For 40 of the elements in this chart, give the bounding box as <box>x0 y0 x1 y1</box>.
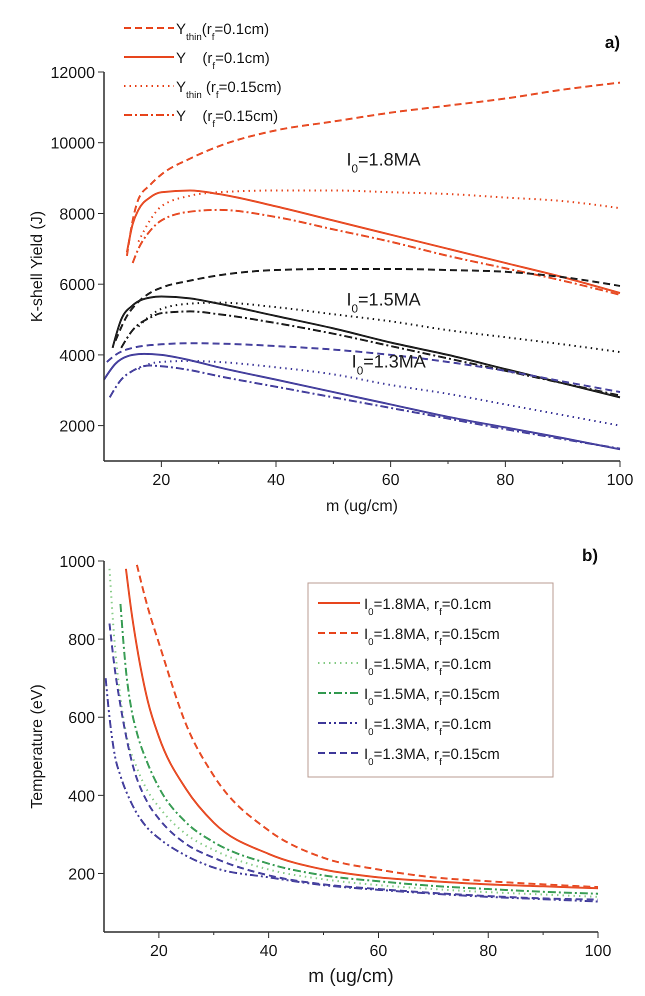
legend-label: Y (r$_{f}$=0.15cm) <box>176 108 278 130</box>
y-tick-label: 200 <box>68 866 96 884</box>
legend-label: Y (r$_{f}$=0.1cm) <box>176 50 270 72</box>
y-tick-label: 4000 <box>59 348 96 365</box>
legend-label: I$_{0}$=1.8MA, r$_{f}$=0.15cm <box>364 626 500 648</box>
x-tick-label: 40 <box>267 472 285 489</box>
legend-label: Y$_{thin}$(r$_{f}$=0.1cm) <box>176 21 270 42</box>
x-tick-label: 60 <box>370 943 388 960</box>
annotation: I$_{0}$=1.8MA <box>346 149 421 175</box>
y-tick-label: 2000 <box>59 418 96 436</box>
legend-label: I$_{0}$=1.3MA, r$_{f}$=0.15cm <box>364 746 500 768</box>
y-tick-label: 10000 <box>50 136 96 153</box>
x-axis-title: m (ug/cm) <box>326 498 398 515</box>
legend-label: I$_{0}$=1.5MA, r$_{f}$=0.15cm <box>364 686 500 708</box>
y-tick-label: 800 <box>68 632 96 650</box>
x-tick-label: 100 <box>606 472 634 489</box>
x-tick-label: 40 <box>260 943 278 960</box>
y-tick-label: 400 <box>68 788 96 806</box>
x-tick-label: 60 <box>382 472 400 489</box>
x-tick-label: 80 <box>479 943 498 960</box>
annotation: I$_{0}$=1.3MA <box>352 352 426 378</box>
legend-label: I$_{0}$=1.5MA, r$_{f}$=0.1cm <box>364 656 492 678</box>
y-axis-title: Temperature (eV) <box>29 684 46 809</box>
legend-label: Y$_{thin}$ (r$_{f}$=0.15cm) <box>176 79 282 100</box>
chart-title: a) <box>604 33 620 52</box>
chart-title: b) <box>582 546 598 565</box>
y-tick-label: 600 <box>68 710 96 728</box>
x-tick-label: 100 <box>584 943 612 960</box>
legend-label: I$_{0}$=1.3MA, r$_{f}$=0.1cm <box>364 716 492 738</box>
y-tick-label: 8000 <box>59 206 96 224</box>
y-axis-title: K-shell Yield (J) <box>29 210 46 322</box>
x-axis-title: m (ug/cm) <box>308 966 394 987</box>
annotation: I$_{0}$=1.5MA <box>346 289 421 315</box>
y-tick-label: 6000 <box>59 277 96 294</box>
legend-label: I$_{0}$=1.8MA, r$_{f}$=0.1cm <box>364 596 492 618</box>
y-tick-label: 1000 <box>59 554 96 571</box>
x-tick-label: 20 <box>150 943 168 960</box>
x-tick-label: 80 <box>496 472 514 489</box>
y-tick-label: 12000 <box>50 65 96 82</box>
x-tick-label: 20 <box>152 472 170 489</box>
